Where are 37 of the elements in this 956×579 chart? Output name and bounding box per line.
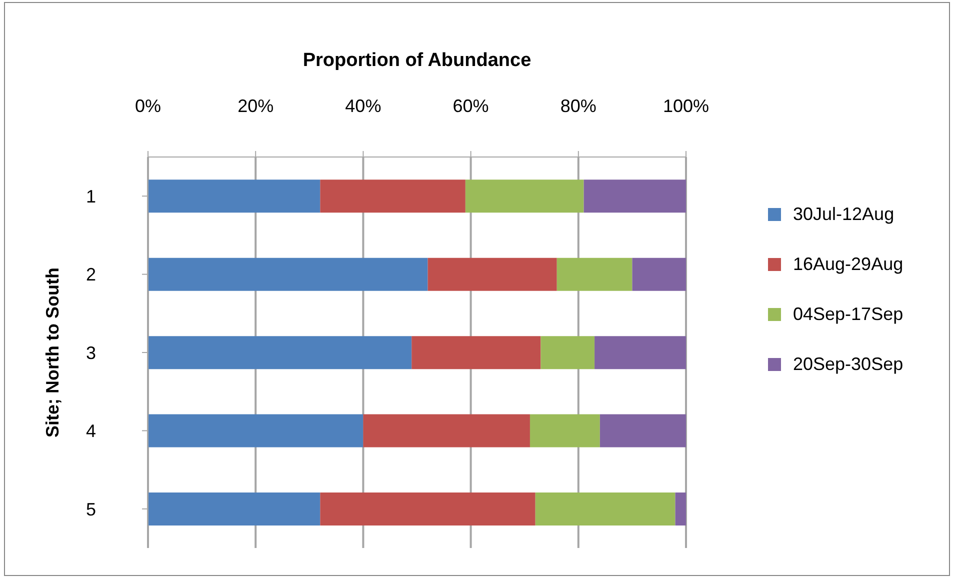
bar <box>584 180 686 213</box>
x-tick-label: 80% <box>560 96 596 116</box>
bar <box>530 414 600 448</box>
chart-title: Proportion of Abundance <box>302 50 532 72</box>
bar <box>556 258 632 291</box>
bar <box>320 180 466 213</box>
bar <box>535 492 676 526</box>
bar <box>148 258 428 291</box>
y-tick-label: 2 <box>86 264 96 285</box>
y-tick-label: 4 <box>86 421 96 442</box>
bar <box>412 336 541 370</box>
y-tick-label: 1 <box>86 186 96 206</box>
x-tick-label: 100% <box>662 96 710 116</box>
bar <box>148 492 320 526</box>
y-axis-title: Site; North to South <box>42 268 62 438</box>
bar <box>320 492 536 526</box>
y-tick-label: 3 <box>86 342 96 363</box>
legend-label: 04Sep-17Sep <box>793 304 904 325</box>
bar <box>675 492 686 526</box>
bar <box>465 180 584 213</box>
x-tick-label: 0% <box>134 96 162 116</box>
bar <box>540 336 595 370</box>
bar <box>600 414 686 448</box>
bar <box>148 336 412 370</box>
bar <box>148 414 364 448</box>
x-tick-label: 20% <box>238 96 274 116</box>
y-tick-label: 5 <box>86 499 96 520</box>
legend-label: 16Aug-29Aug <box>793 254 904 275</box>
bar <box>363 414 530 448</box>
legend-label: 20Sep-30Sep <box>793 354 904 375</box>
bar <box>594 336 686 370</box>
legend-label: 30Jul-12Aug <box>793 204 894 225</box>
bar <box>428 258 557 291</box>
bar <box>148 180 320 213</box>
x-tick-label: 40% <box>345 96 382 116</box>
x-tick-label: 60% <box>452 96 489 116</box>
bar <box>632 258 686 291</box>
